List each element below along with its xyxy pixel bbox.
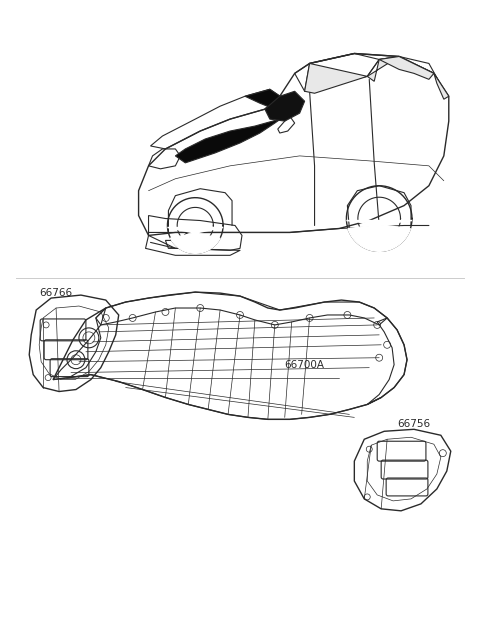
Polygon shape [265,91,305,121]
Polygon shape [347,221,412,251]
Polygon shape [305,63,367,93]
Polygon shape [379,56,434,79]
Text: 66756: 66756 [397,419,430,429]
Polygon shape [367,56,399,81]
Polygon shape [434,73,449,99]
Polygon shape [175,89,300,163]
Text: 66700A: 66700A [285,360,325,370]
Text: 66766: 66766 [39,288,72,298]
Polygon shape [168,228,223,254]
